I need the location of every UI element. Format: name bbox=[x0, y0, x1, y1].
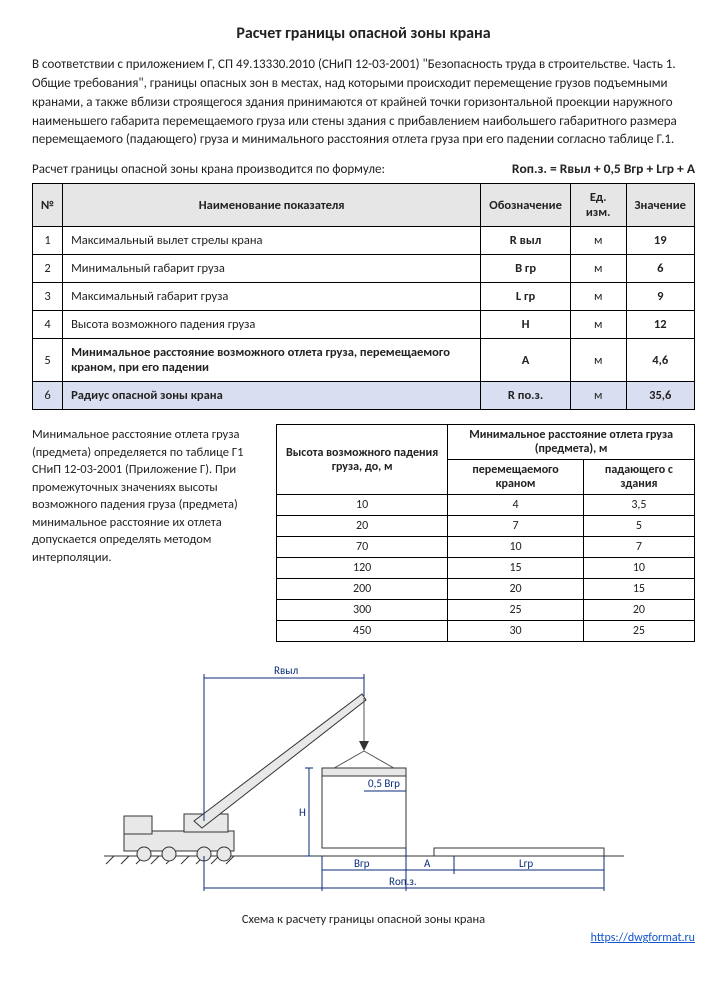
g1-h2: Минимальное расстояние отлета груза (пре… bbox=[448, 425, 695, 460]
main-th: Ед. изм. bbox=[570, 184, 626, 227]
table-cell: Минимальный габарит груза bbox=[63, 255, 481, 283]
table-cell: 19 bbox=[626, 227, 695, 255]
table-cell: 6 bbox=[626, 255, 695, 283]
table-cell: м bbox=[570, 311, 626, 339]
table-cell: 6 bbox=[33, 382, 63, 410]
table-cell: 30 bbox=[448, 621, 584, 642]
formula-label: Расчет границы опасной зоны крана произв… bbox=[32, 162, 498, 177]
g1-sub2: падающего с здания bbox=[583, 460, 694, 495]
table-cell: 4,6 bbox=[626, 339, 695, 382]
table-row: 4Высота возможного падения грузаHм12 bbox=[33, 311, 695, 339]
table-cell: Высота возможного падения груза bbox=[63, 311, 481, 339]
table-cell: 4 bbox=[33, 311, 63, 339]
table-cell: 10 bbox=[448, 537, 584, 558]
table-cell: 120 bbox=[277, 558, 448, 579]
g1-h1: Высота возможного падения груза, до, м bbox=[277, 425, 448, 495]
label-h: H bbox=[299, 806, 306, 819]
diagram-caption: Схема к расчету границы опасной зоны кра… bbox=[32, 912, 695, 927]
g1-block: Минимальное расстояние отлета груза (пре… bbox=[32, 424, 695, 642]
table-cell: 450 bbox=[277, 621, 448, 642]
table-cell: 9 bbox=[626, 283, 695, 311]
table-cell: A bbox=[481, 339, 571, 382]
intro-paragraph: В соответствии с приложением Г, СП 49.13… bbox=[32, 56, 695, 150]
table-cell: Минимальное расстояние возможного отлета… bbox=[63, 339, 481, 382]
main-table: №Наименование показателяОбозначениеЕд. и… bbox=[32, 183, 695, 410]
formula: Rоп.з. = Rвыл + 0,5 Bгр + Lгр + A bbox=[512, 160, 695, 177]
main-th: Наименование показателя bbox=[63, 184, 481, 227]
table-cell: 15 bbox=[448, 558, 584, 579]
table-cell: 15 bbox=[583, 579, 694, 600]
footer-link-wrap: https://dwgformat.ru bbox=[32, 931, 695, 945]
table-cell: R по.з. bbox=[481, 382, 571, 410]
table-row: 5Минимальное расстояние возможного отлет… bbox=[33, 339, 695, 382]
table-row: 2Минимальный габарит грузаB грм6 bbox=[33, 255, 695, 283]
main-th: № bbox=[33, 184, 63, 227]
formula-line: Расчет границы опасной зоны крана произв… bbox=[32, 160, 695, 177]
main-th: Значение bbox=[626, 184, 695, 227]
label-bgr: Bгр bbox=[354, 857, 370, 870]
table-cell: м bbox=[570, 227, 626, 255]
table-cell: м bbox=[570, 255, 626, 283]
g1-table: Высота возможного падения груза, до, м М… bbox=[276, 424, 695, 642]
table-cell: 3 bbox=[33, 283, 63, 311]
g1-sub1: перемещаемого краном bbox=[448, 460, 584, 495]
table-row: 1043,5 bbox=[277, 495, 695, 516]
label-a: A bbox=[424, 857, 431, 870]
table-row: 1Максимальный вылет стрелы кранаR вылм19 bbox=[33, 227, 695, 255]
table-row: 3Максимальный габарит грузаL грм9 bbox=[33, 283, 695, 311]
table-cell: 7 bbox=[583, 537, 694, 558]
label-lgr: Lгр bbox=[519, 857, 533, 870]
table-cell: 4 bbox=[448, 495, 584, 516]
table-cell: 2 bbox=[33, 255, 63, 283]
source-link[interactable]: https://dwgformat.ru bbox=[591, 931, 695, 945]
table-cell: 5 bbox=[583, 516, 694, 537]
table-cell: 200 bbox=[277, 579, 448, 600]
table-cell: 25 bbox=[448, 600, 584, 621]
table-cell: 1 bbox=[33, 227, 63, 255]
table-row: 6Радиус опасной зоны кранаR по.з.м35,6 bbox=[33, 382, 695, 410]
table-cell: 300 bbox=[277, 600, 448, 621]
table-cell: 12 bbox=[626, 311, 695, 339]
table-cell: Радиус опасной зоны крана bbox=[63, 382, 481, 410]
label-rvyl: Rвыл bbox=[274, 664, 298, 677]
table-cell: м bbox=[570, 382, 626, 410]
table-row: 3002520 bbox=[277, 600, 695, 621]
table-row: 2075 bbox=[277, 516, 695, 537]
table-row: 1201510 bbox=[277, 558, 695, 579]
page-title: Расчет границы опасной зоны крана bbox=[32, 24, 695, 43]
g1-note: Минимальное расстояние отлета груза (пре… bbox=[32, 424, 262, 642]
table-row: 2002015 bbox=[277, 579, 695, 600]
table-cell: 25 bbox=[583, 621, 694, 642]
table-cell: 7 bbox=[448, 516, 584, 537]
label-halfb: 0,5 Bгр bbox=[368, 777, 400, 790]
table-cell: 20 bbox=[277, 516, 448, 537]
table-row: 70107 bbox=[277, 537, 695, 558]
table-cell: R выл bbox=[481, 227, 571, 255]
table-cell: 20 bbox=[583, 600, 694, 621]
table-cell: 5 bbox=[33, 339, 63, 382]
diagram: Rвыл H 0,5 Bгр Bгр A Lгр Rоп.з. Схема к … bbox=[32, 656, 695, 927]
table-row: 4503025 bbox=[277, 621, 695, 642]
table-cell: Максимальный габарит груза bbox=[63, 283, 481, 311]
table-cell: 3,5 bbox=[583, 495, 694, 516]
label-ropz: Rоп.з. bbox=[389, 875, 417, 888]
table-cell: H bbox=[481, 311, 571, 339]
main-th: Обозначение bbox=[481, 184, 571, 227]
table-cell: L гр bbox=[481, 283, 571, 311]
table-cell: м bbox=[570, 283, 626, 311]
table-cell: 10 bbox=[277, 495, 448, 516]
table-cell: 20 bbox=[448, 579, 584, 600]
table-cell: 35,6 bbox=[626, 382, 695, 410]
table-cell: 70 bbox=[277, 537, 448, 558]
table-cell: Максимальный вылет стрелы крана bbox=[63, 227, 481, 255]
table-cell: м bbox=[570, 339, 626, 382]
table-cell: B гр bbox=[481, 255, 571, 283]
table-cell: 10 bbox=[583, 558, 694, 579]
